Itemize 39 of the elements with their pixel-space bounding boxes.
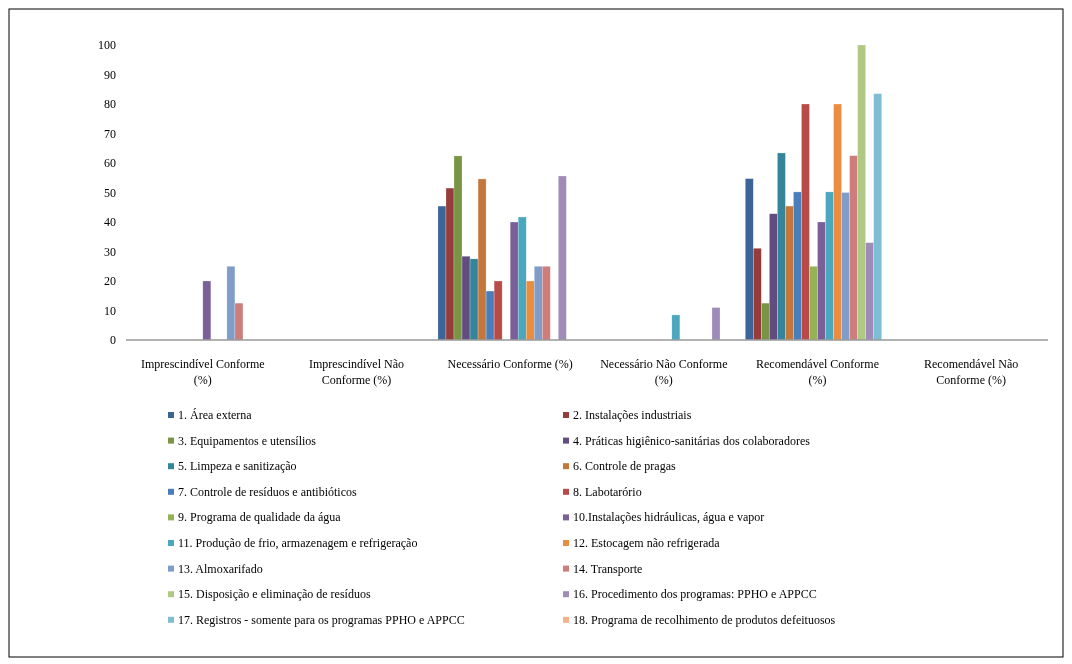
y-tick-label: 90 bbox=[104, 67, 116, 82]
legend-label: 14. Transporte bbox=[573, 561, 643, 576]
legend-label: 10.Instalações hidráulicas, água e vapor bbox=[573, 510, 765, 525]
y-tick-label: 50 bbox=[104, 185, 116, 200]
x-tick-label: Necessário Não Conforme (%) bbox=[600, 357, 728, 387]
legend-label: 11. Produção de frio, armazenagem e refrigeração bbox=[178, 536, 418, 550]
legend-label: 4. Práticas higiênico-sanitárias dos colaboradores bbox=[573, 433, 811, 448]
legend-label: 15. Disposição e eliminação de resíduos bbox=[178, 587, 371, 602]
bar bbox=[711, 307, 721, 341]
x-tick-label: Recomendável Não Conforme (%) bbox=[924, 357, 1019, 387]
legend-label: 9. Programa de qualidade da água bbox=[178, 510, 342, 525]
y-tick-label: 20 bbox=[104, 274, 116, 289]
legend-label: 2. Instalações industriais bbox=[573, 408, 692, 422]
y-tick-label: 40 bbox=[104, 215, 116, 230]
x-tick-label: Recomendável Conforme (%) bbox=[756, 357, 879, 387]
legend-label: 12. Estocagem não refrigerada bbox=[573, 536, 721, 550]
legend-label: 3. Equipamentos e utensílios bbox=[178, 433, 317, 448]
legend-label: 17. Registros - somente para os programas PPHO e APPCC bbox=[178, 612, 465, 627]
legend-label: 16. Procedimento dos programas: PPHO e APPCC bbox=[573, 587, 817, 602]
y-tick-label: 100 bbox=[98, 38, 116, 53]
legend-label: 7. Controle de resíduos e antibióticos bbox=[178, 484, 357, 499]
y-tick-label: 0 bbox=[110, 333, 116, 348]
legend-label: 5. Limpeza e sanitização bbox=[178, 459, 297, 474]
x-tick-label: Imprescindível Conforme (%) bbox=[141, 357, 265, 387]
legend-label: 8. Labotarório bbox=[573, 484, 642, 499]
y-tick-label: 80 bbox=[104, 97, 116, 112]
x-tick-label: Imprescindível Não Conforme (%) bbox=[309, 357, 404, 387]
legend-label: 18. Programa de recolhimento de produtos defeituosos bbox=[573, 612, 836, 627]
y-tick-label: 30 bbox=[104, 244, 116, 259]
bar bbox=[671, 314, 681, 341]
y-tick-label: 60 bbox=[104, 156, 116, 171]
bar bbox=[558, 175, 567, 341]
y-tick-label: 70 bbox=[104, 126, 116, 141]
y-tick-label: 10 bbox=[104, 303, 116, 318]
legend-label: 1. Área externa bbox=[178, 408, 253, 422]
legend-label: 13. Almoxarifado bbox=[178, 561, 263, 576]
x-tick-label: Necessário Conforme (%) bbox=[447, 357, 573, 371]
bar bbox=[202, 280, 212, 341]
legend-label: 6. Controle de pragas bbox=[573, 459, 676, 474]
